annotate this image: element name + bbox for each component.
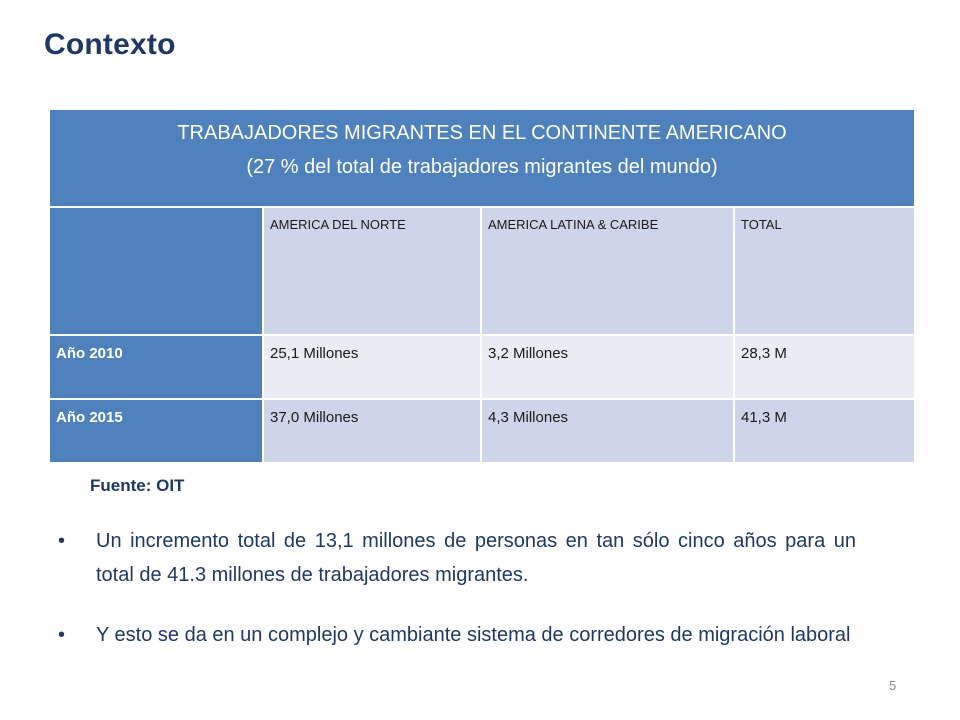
bullet-item: • Un incremento total de 13,1 millones d…	[58, 524, 856, 592]
bullet-icon: •	[58, 624, 66, 646]
table-title-line-1: TRABAJADORES MIGRANTES EN EL CONTINENTE …	[177, 122, 787, 144]
table-row: Año 2010 25,1 Millones 3,2 Millones 28,3…	[48, 334, 917, 400]
table-title-cell: TRABAJADORES MIGRANTES EN EL CONTINENTE …	[47, 108, 917, 208]
table-corner-cell	[48, 206, 264, 336]
table-cell: 41,3 M	[732, 398, 917, 464]
column-header-north-america: AMERICA DEL NORTE	[262, 206, 482, 336]
table-cell: 28,3 M	[732, 334, 917, 400]
bullet-list: • Un incremento total de 13,1 millones d…	[58, 524, 856, 678]
column-header-total: TOTAL	[732, 206, 917, 336]
table-title-line-2: (27 % del total de trabajadores migrante…	[246, 156, 718, 178]
table-source: Fuente: OIT	[90, 476, 185, 495]
table-title-row: TRABAJADORES MIGRANTES EN EL CONTINENTE …	[47, 108, 917, 208]
table-header-row: AMERICA DEL NORTE AMERICA LATINA & CARIB…	[48, 206, 917, 336]
migrant-workers-table: TRABAJADORES MIGRANTES EN EL CONTINENTE …	[47, 108, 917, 464]
table-row: Año 2015 37,0 Millones 4,3 Millones 41,3…	[48, 398, 917, 464]
column-header-blank	[50, 208, 262, 217]
table-cell: 4,3 Millones	[480, 398, 735, 464]
row-label-2015: Año 2015	[48, 398, 264, 464]
bullet-text: Y esto se da en un complejo y cambiante …	[96, 624, 851, 646]
page-number: 5	[889, 678, 897, 693]
table-cell: 25,1 Millones	[262, 334, 482, 400]
table-cell: 3,2 Millones	[480, 334, 735, 400]
table-title: TRABAJADORES MIGRANTES EN EL CONTINENTE …	[50, 116, 914, 184]
row-label-2010: Año 2010	[48, 334, 264, 400]
column-header-latin-america-caribbean: AMERICA LATINA & CARIBE	[480, 206, 735, 336]
slide-title: Contexto	[44, 28, 176, 61]
bullet-icon: •	[58, 530, 66, 552]
bullet-item: • Y esto se da en un complejo y cambiant…	[58, 618, 856, 652]
table-cell: 37,0 Millones	[262, 398, 482, 464]
bullet-text: Un incremento total de 13,1 millones de …	[96, 530, 856, 586]
